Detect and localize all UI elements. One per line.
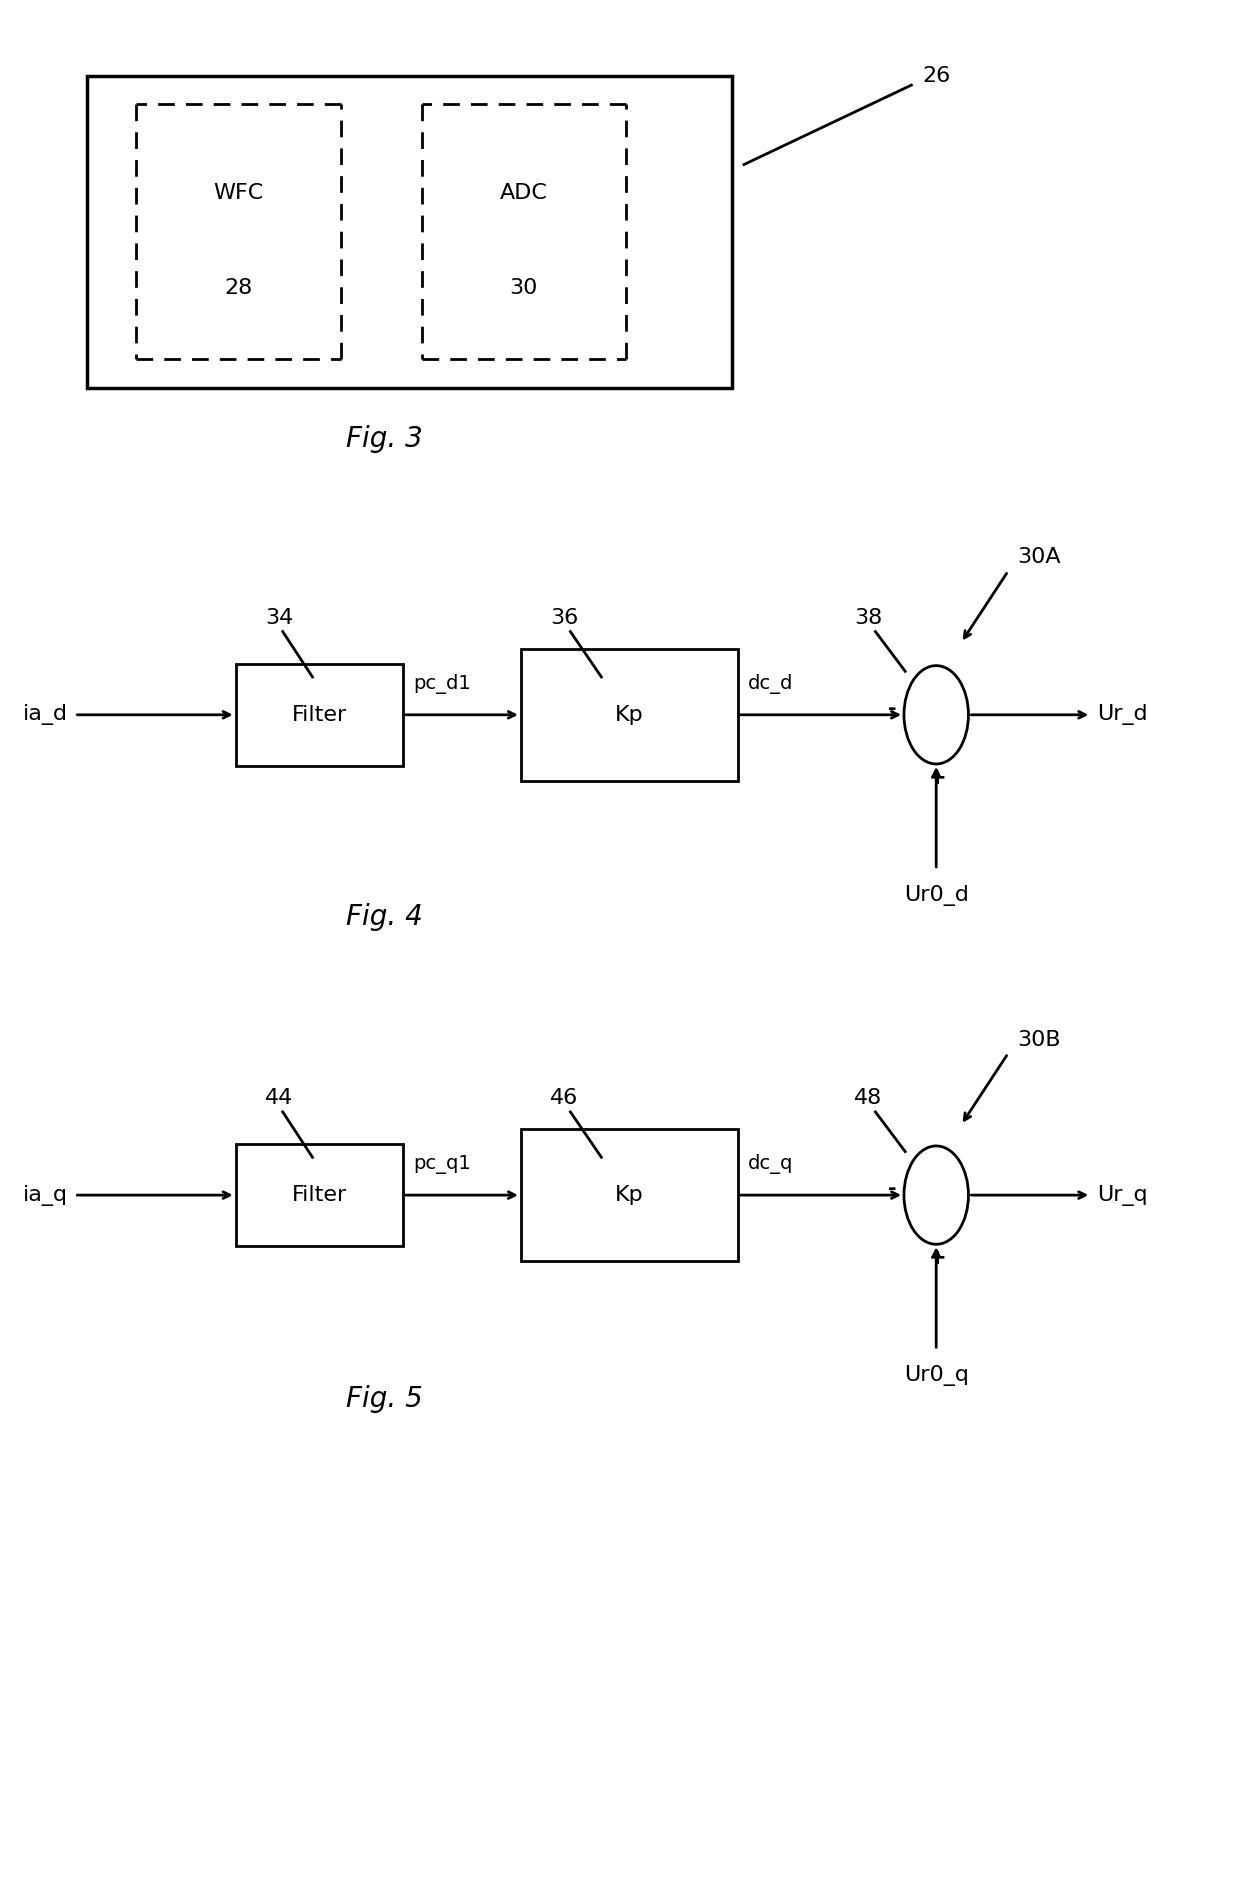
Text: pc_q1: pc_q1 (413, 1155, 471, 1174)
Text: Filter: Filter (291, 705, 347, 724)
Text: ia_q: ia_q (24, 1184, 68, 1206)
Text: 30: 30 (510, 278, 538, 297)
Text: 38: 38 (854, 607, 882, 628)
Text: 30B: 30B (1017, 1029, 1060, 1050)
Text: Ur0_d: Ur0_d (904, 885, 968, 906)
Text: 28: 28 (224, 278, 253, 297)
Text: WFC: WFC (213, 183, 264, 204)
Text: 30A: 30A (1017, 546, 1060, 567)
Text: Fig. 5: Fig. 5 (346, 1386, 423, 1413)
Text: 44: 44 (265, 1087, 293, 1108)
Circle shape (904, 666, 968, 764)
Bar (521, 1129, 738, 1261)
Text: 46: 46 (551, 1087, 578, 1108)
Text: -: - (888, 1180, 897, 1199)
Bar (236, 1144, 403, 1246)
Text: Ur_q: Ur_q (1097, 1184, 1148, 1206)
Text: 48: 48 (854, 1087, 882, 1108)
Bar (236, 664, 403, 766)
Text: 34: 34 (265, 607, 293, 628)
Text: ADC: ADC (500, 183, 548, 204)
Text: Ur0_q: Ur0_q (904, 1365, 968, 1386)
Text: ia_d: ia_d (24, 703, 68, 726)
Text: +: + (929, 1248, 946, 1269)
Text: 26: 26 (923, 66, 950, 85)
Text: pc_d1: pc_d1 (413, 673, 471, 694)
Text: Fig. 3: Fig. 3 (346, 425, 423, 452)
Text: -: - (888, 700, 897, 719)
Text: +: + (929, 768, 946, 789)
Circle shape (904, 1146, 968, 1244)
Bar (87, 76, 732, 388)
Text: 36: 36 (551, 607, 578, 628)
Text: Ur_d: Ur_d (1097, 703, 1148, 726)
Text: Fig. 4: Fig. 4 (346, 904, 423, 930)
Text: Kp: Kp (615, 1186, 644, 1205)
Text: dc_q: dc_q (748, 1154, 794, 1174)
Text: dc_d: dc_d (748, 673, 794, 694)
Text: Kp: Kp (615, 705, 644, 724)
Bar (521, 649, 738, 781)
Text: Filter: Filter (291, 1186, 347, 1205)
